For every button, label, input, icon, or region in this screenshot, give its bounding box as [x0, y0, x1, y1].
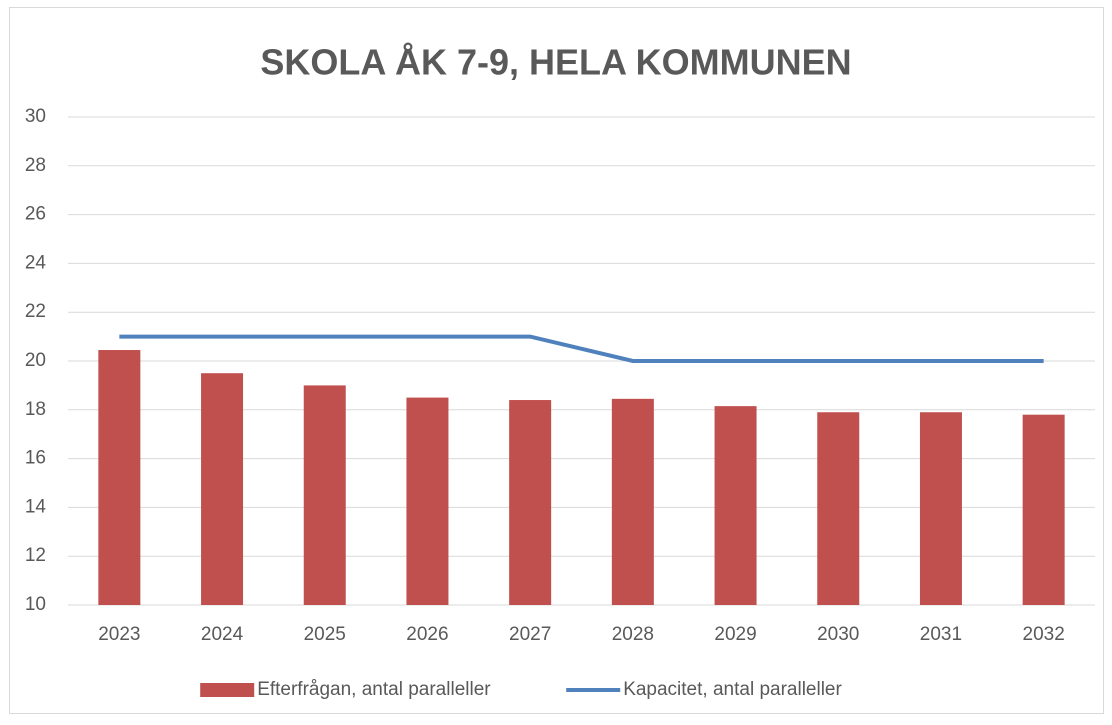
bar: [303, 385, 346, 605]
bar: [98, 350, 141, 605]
chart-title: SKOLA ÅK 7-9, HELA KOMMUNEN: [260, 42, 851, 83]
x-tick-label: 2032: [1023, 624, 1065, 645]
y-tick-label: 14: [25, 496, 47, 517]
bar: [1022, 414, 1065, 605]
y-tick-label: 28: [25, 155, 46, 176]
bar: [406, 397, 449, 605]
bar: [817, 412, 860, 605]
y-tick-label: 20: [25, 350, 46, 371]
bar: [919, 412, 962, 605]
x-tick-label: 2030: [817, 624, 859, 645]
y-tick-label: 18: [25, 399, 46, 420]
x-tick-label: 2029: [714, 624, 756, 645]
y-tick-label: 24: [25, 252, 47, 273]
x-tick-label: 2031: [920, 624, 962, 645]
y-tick-label: 30: [25, 106, 46, 127]
bar: [509, 400, 552, 605]
y-tick-label: 16: [25, 448, 46, 469]
legend-label: Efterfrågan, antal paralleller: [257, 679, 491, 700]
y-tick-label: 10: [25, 594, 46, 615]
x-tick-label: 2027: [509, 624, 551, 645]
x-tick-label: 2025: [304, 624, 346, 645]
y-tick-label: 22: [25, 301, 46, 322]
x-tick-label: 2026: [406, 624, 448, 645]
y-tick-label: 26: [25, 204, 46, 225]
x-tick-label: 2028: [612, 624, 654, 645]
x-tick-label: 2023: [98, 624, 140, 645]
y-tick-label: 12: [25, 545, 46, 566]
line: [119, 334, 1044, 363]
bar: [714, 406, 757, 605]
x-tick-label: 2024: [201, 624, 244, 645]
bar: [611, 398, 654, 605]
legend-swatch: [200, 683, 255, 697]
bar: [201, 373, 244, 605]
legend-label: Kapacitet, antal paralleller: [623, 679, 842, 700]
